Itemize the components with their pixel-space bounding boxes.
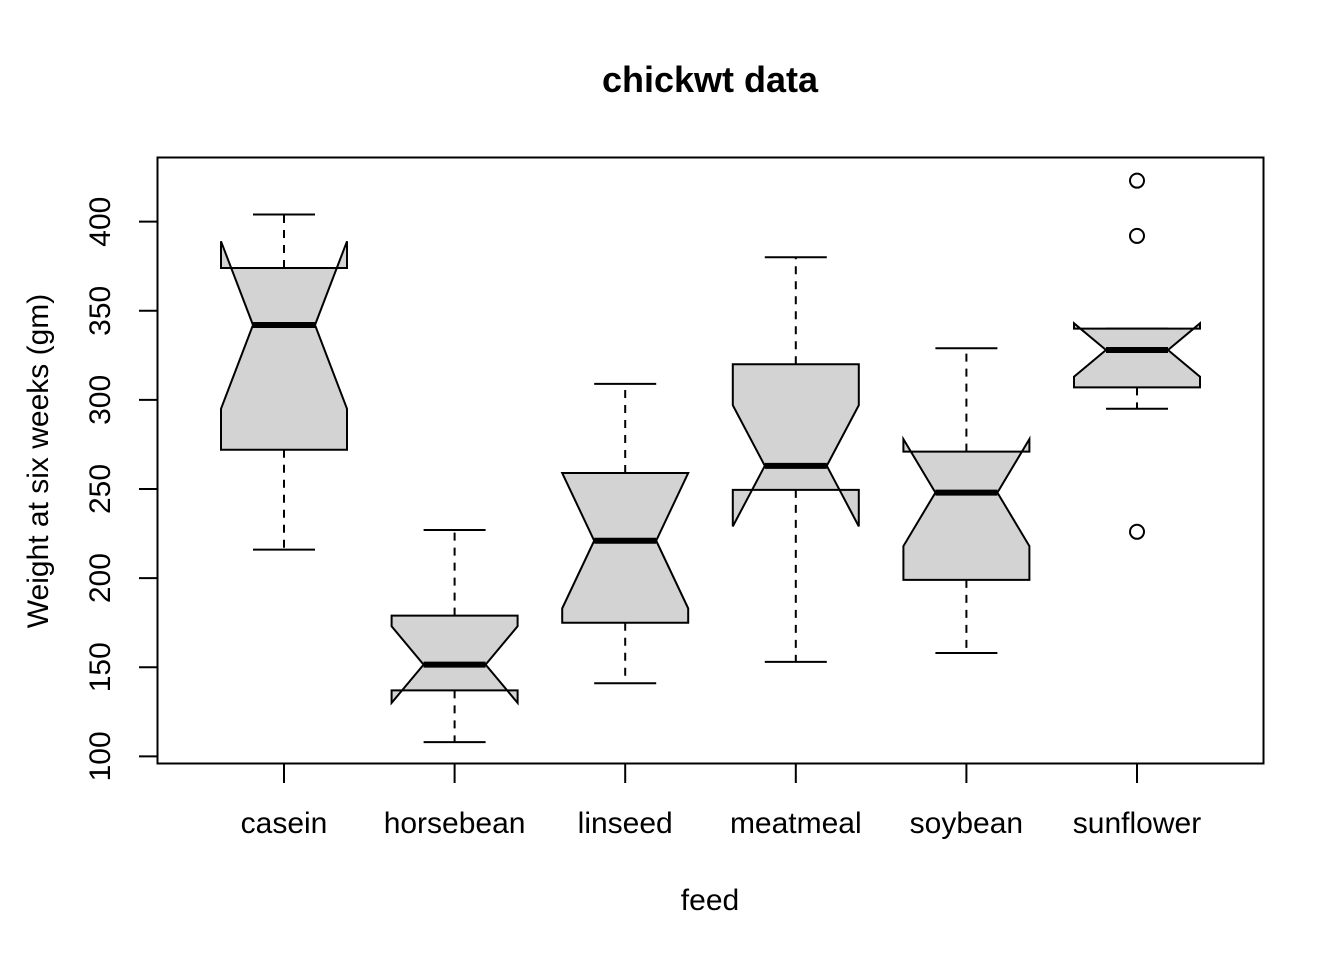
box-linseed	[560, 382, 690, 685]
y-tick-label: 400	[84, 197, 117, 247]
box-body-meatmeal	[731, 363, 860, 527]
box-soybean	[902, 347, 1031, 654]
plot-frame	[156, 156, 1265, 765]
y-tick-label: 100	[84, 731, 117, 781]
box-casein	[220, 213, 348, 551]
outlier-sunflower	[1129, 172, 1145, 189]
x-tick-label-meatmeal: meatmeal	[730, 807, 862, 840]
box-body-soybean	[902, 435, 1031, 581]
y-tick-label: 300	[84, 375, 117, 425]
y-axis: 100 150 200 250 300 350 400	[84, 197, 159, 781]
box-horsebean	[390, 529, 519, 744]
y-axis-label: Weight at six weeks (gm)	[22, 294, 55, 629]
x-tick-label-linseed: linseed	[578, 807, 673, 840]
box-body-horsebean	[390, 614, 519, 706]
box-group	[220, 172, 1201, 744]
y-tick-label: 150	[84, 642, 117, 692]
outlier-sunflower	[1129, 523, 1145, 540]
box-body-casein	[220, 240, 348, 451]
y-tick-label: 250	[84, 464, 117, 514]
box-sunflower	[1073, 172, 1201, 540]
y-tick-label: 200	[84, 553, 117, 603]
x-tick-label-sunflower: sunflower	[1073, 807, 1201, 840]
x-tick-label-soybean: soybean	[910, 807, 1023, 840]
y-tick-label: 350	[84, 286, 117, 336]
chart-title: chickwt data	[602, 59, 819, 100]
x-axis: casein horsebean linseed meatmeal soybean sun…	[241, 763, 1201, 840]
box-meatmeal	[731, 256, 860, 663]
box-body-linseed	[560, 472, 690, 624]
outlier-sunflower	[1129, 227, 1145, 244]
x-axis-label: feed	[681, 884, 739, 917]
x-tick-label-casein: casein	[241, 807, 328, 840]
x-tick-label-horsebean: horsebean	[384, 807, 526, 840]
box-body-sunflower	[1073, 321, 1201, 389]
